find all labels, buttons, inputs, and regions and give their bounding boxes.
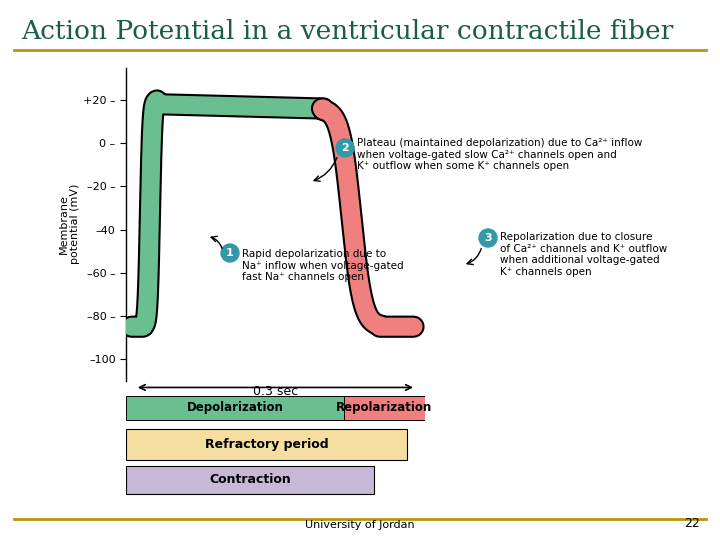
Bar <box>344 395 425 420</box>
Text: 22: 22 <box>684 517 700 530</box>
Y-axis label: Membrane
potential (mV): Membrane potential (mV) <box>58 184 80 264</box>
Text: Refractory period: Refractory period <box>204 438 328 451</box>
Bar <box>126 429 407 460</box>
Text: Repolarization due to closure
of Ca²⁺ channels and K⁺ outflow
when additional vo: Repolarization due to closure of Ca²⁺ ch… <box>500 232 667 277</box>
Text: Depolarization: Depolarization <box>186 401 284 414</box>
Text: 3: 3 <box>484 233 492 243</box>
Text: 2: 2 <box>341 143 349 153</box>
Circle shape <box>336 139 354 157</box>
Text: 1: 1 <box>226 248 234 258</box>
Text: Plateau (maintained depolarization) due to Ca²⁺ inflow
when voltage-gated slow C: Plateau (maintained depolarization) due … <box>357 138 642 171</box>
Text: Repolarization: Repolarization <box>336 401 433 414</box>
Text: Contraction: Contraction <box>209 474 291 487</box>
Text: University of Jordan: University of Jordan <box>305 520 415 530</box>
Bar <box>126 465 374 494</box>
Bar <box>126 395 344 420</box>
Text: Rapid depolarization due to
Na⁺ inflow when voltage-gated
fast Na⁺ channels open: Rapid depolarization due to Na⁺ inflow w… <box>242 249 404 282</box>
Circle shape <box>221 244 239 262</box>
Text: 0.3 sec: 0.3 sec <box>253 384 298 397</box>
Circle shape <box>479 229 497 247</box>
Text: Action Potential in a ventricular contractile fiber: Action Potential in a ventricular contra… <box>22 19 674 44</box>
